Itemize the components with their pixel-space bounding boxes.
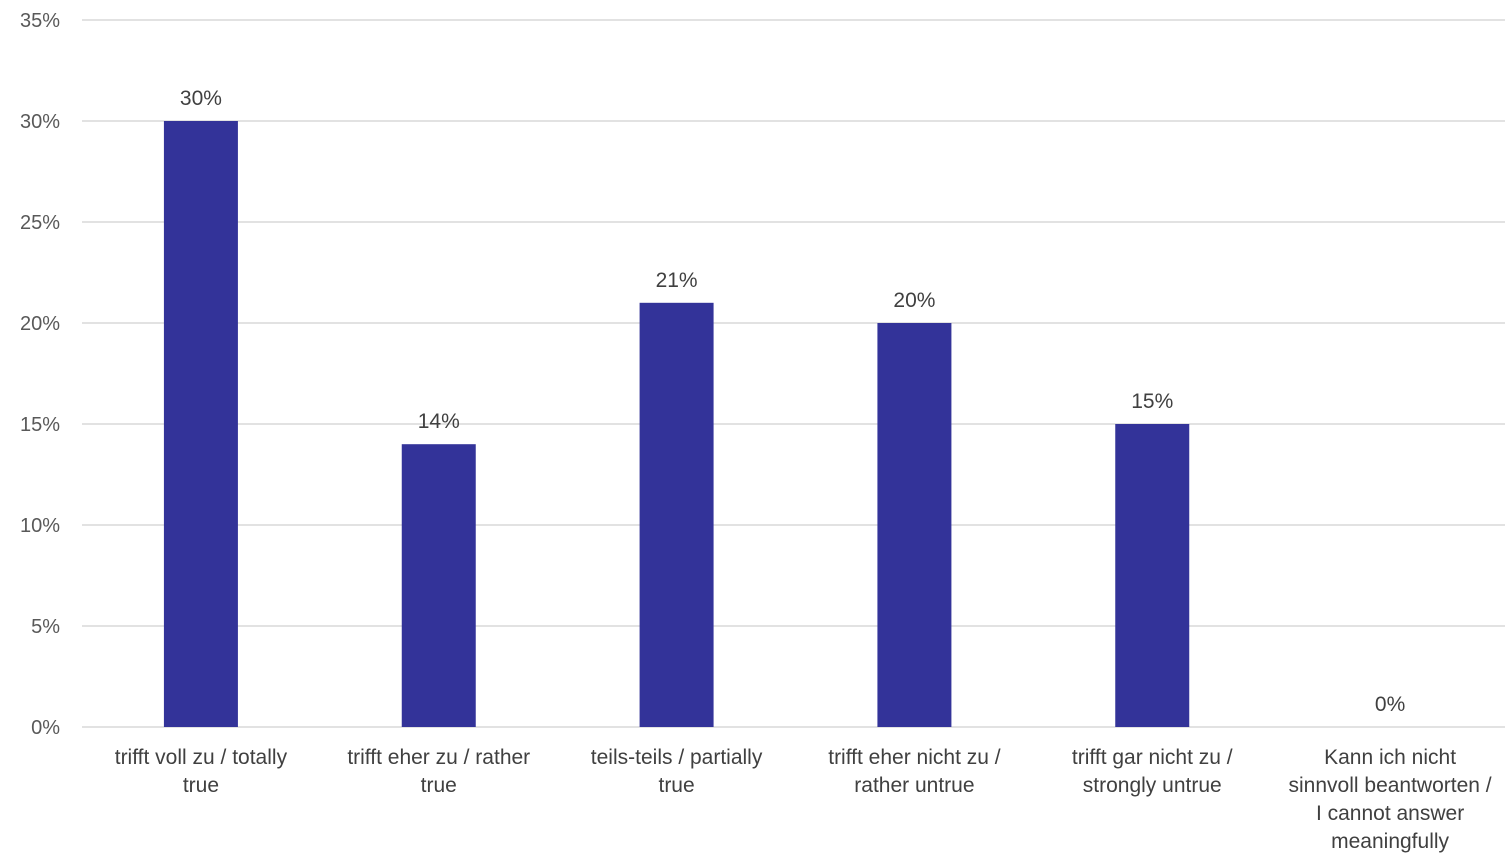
category-label: true <box>183 774 219 797</box>
y-tick-label: 0% <box>31 717 60 739</box>
data-label: 15% <box>1131 390 1173 413</box>
category-label: Kann ich nicht <box>1324 746 1456 769</box>
category-label: true <box>421 774 457 797</box>
y-tick-label: 10% <box>20 515 60 537</box>
data-label: 30% <box>180 87 222 110</box>
y-tick-label: 30% <box>20 111 60 133</box>
bars <box>163 121 1190 727</box>
bar <box>163 121 238 727</box>
category-label: meaningfully <box>1331 830 1449 853</box>
data-labels: 30% 14% 21% 20% 15% 0% <box>180 87 1405 716</box>
data-label: 14% <box>418 410 460 433</box>
y-tick-label: 5% <box>31 616 60 638</box>
data-label: 21% <box>656 269 698 292</box>
bar <box>1115 424 1190 727</box>
y-tick-label: 25% <box>20 212 60 234</box>
y-tick-label: 20% <box>20 313 60 335</box>
category-label: trifft voll zu / totally <box>115 746 288 769</box>
bar <box>401 444 476 727</box>
y-tick-label: 35% <box>20 10 60 32</box>
category-label: rather untrue <box>854 774 974 797</box>
data-label: 0% <box>1375 693 1405 716</box>
category-label: trifft gar nicht zu / <box>1072 746 1233 769</box>
category-label: trifft eher nicht zu / <box>828 746 1001 769</box>
data-label: 20% <box>893 289 935 312</box>
y-tick-label: 15% <box>20 414 60 436</box>
y-axis-tick-labels: 0% 5% 10% 15% 20% 25% 30% 35% <box>20 10 60 739</box>
category-label: trifft eher zu / rather <box>347 746 530 769</box>
category-labels: trifft voll zu / totally true trifft eher … <box>115 746 1492 853</box>
category-label: true <box>658 774 694 797</box>
category-label: teils-teils / partially <box>591 746 763 769</box>
bar <box>877 323 952 727</box>
category-label: I cannot answer <box>1316 802 1464 825</box>
category-label: sinnvoll beantworten / <box>1289 774 1492 797</box>
gridlines <box>82 19 1505 728</box>
bar <box>639 302 714 727</box>
category-label: strongly untrue <box>1083 774 1222 797</box>
